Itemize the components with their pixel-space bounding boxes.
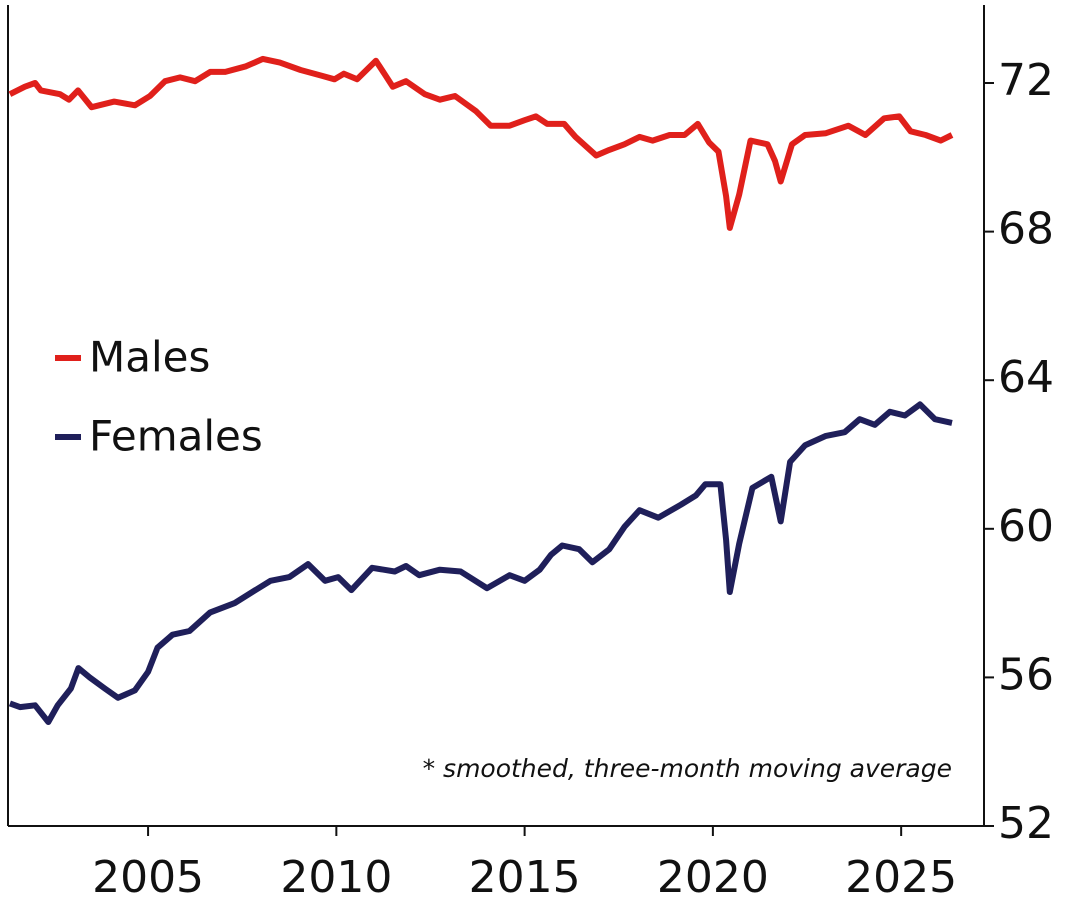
x-tick-label: 2020 [657,852,769,903]
legend-label: Males [89,333,210,382]
line-series [8,401,953,725]
legend-label: Females [89,412,263,461]
y-tick-label: 64 [998,352,1054,403]
line-series [8,55,954,231]
y-tick-label: 52 [998,798,1054,849]
y-tick-label: 72 [998,55,1054,106]
y-tick-label: 68 [998,204,1054,255]
x-tick-label: 2025 [845,852,957,903]
y-tick-label: 60 [998,501,1054,552]
annotation: * smoothed, three-month moving average [423,754,952,783]
x-tick-label: 2015 [469,852,581,903]
x-tick-label: 2005 [92,852,204,903]
x-tick-label: 2010 [280,852,392,903]
y-tick-label: 56 [998,649,1054,700]
